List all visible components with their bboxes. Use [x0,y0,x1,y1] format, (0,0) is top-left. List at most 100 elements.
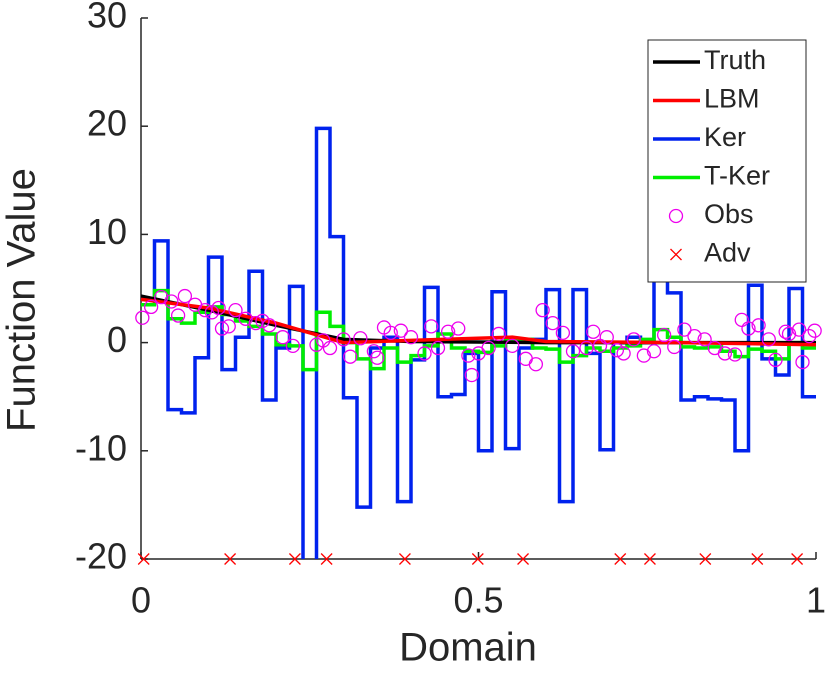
data-point [505,338,520,353]
data-point [464,367,479,383]
data-point [481,340,496,356]
data-point [643,553,656,565]
data-point [609,343,625,358]
data-point [336,332,351,347]
data-point [517,553,530,565]
marker-stroke [137,553,150,565]
data-point [614,553,627,565]
data-point [275,330,290,345]
data-point [228,302,243,318]
data-point [565,344,581,359]
data-point [417,346,432,361]
data-point [807,323,822,338]
data-point [177,288,193,304]
data-point [528,357,544,372]
data-point [717,346,733,361]
data-point [795,354,810,370]
data-point [383,325,398,341]
marker-stroke [517,553,530,565]
data-point [164,294,179,309]
data-point [343,349,358,364]
data-point [471,553,484,565]
data-point [802,328,817,344]
data-point [424,319,439,334]
legend-label: LBM [704,84,760,114]
data-point [741,321,756,336]
data-point [211,300,226,316]
data-point [667,339,682,355]
legend-marker [670,248,682,261]
legend-marker [668,208,684,224]
data-point [285,338,301,353]
data-point [778,324,793,339]
data-point [687,328,702,344]
data-point [288,553,301,565]
marker-stroke [614,553,627,565]
legend-box [647,39,807,283]
data-point [353,331,368,346]
data-point [224,553,237,565]
data-point [170,308,186,323]
marker-stroke [288,553,301,565]
data-point [214,321,230,336]
data-point [626,332,641,347]
data-point [197,302,213,318]
data-point [586,324,601,339]
data-point [518,351,533,366]
data-point [599,330,614,345]
legend-label: T-Ker [704,161,770,191]
marker-stroke [398,553,411,565]
data-point [697,332,712,347]
data-point [366,344,382,359]
data-point [699,553,712,565]
data-point [491,326,506,342]
data-point [616,346,631,361]
y-tick-label: -10 [75,427,127,468]
data-point [370,350,385,365]
marker-stroke [643,553,656,565]
marker-stroke [471,553,484,565]
data-point [143,299,159,315]
y-tick-label: 30 [87,0,127,36]
series-step [141,288,816,372]
data-point [646,344,662,359]
data-point [727,347,743,362]
data-point [656,327,672,343]
data-point [555,325,571,341]
x-tick-label: 0.5 [453,580,503,621]
data-point [238,311,253,326]
data-point [440,324,456,339]
y-axis-label: Function Value [0,168,44,432]
x-tick-label: 1 [806,580,826,621]
data-point [248,315,263,331]
marker-stroke [320,553,333,565]
legend-label: Adv [704,238,751,268]
data-point [430,340,446,356]
series-line [141,297,816,347]
data-point [320,553,333,565]
data-point [636,348,652,363]
data-point [791,322,807,337]
data-point [461,348,476,363]
data-point [393,323,409,338]
x-tick-label: 0 [131,580,151,621]
data-point [451,321,466,336]
data-point [677,322,692,337]
legend-label: Obs [704,199,754,229]
data-point [781,326,797,342]
marker-stroke [670,248,682,261]
data-point [398,553,411,565]
legend: Truth LBM Ker T-Ker Obs Adv [647,39,807,283]
data-point [768,352,783,368]
data-point [221,319,236,334]
data-point [135,310,150,325]
data-point [535,302,550,318]
data-point [322,340,338,356]
data-point [751,553,764,565]
y-tick-label: 0 [107,319,127,360]
legend-label: Ker [704,122,746,152]
data-point [751,318,766,333]
y-tick-label: 20 [87,103,127,144]
marker-stroke [224,553,237,565]
